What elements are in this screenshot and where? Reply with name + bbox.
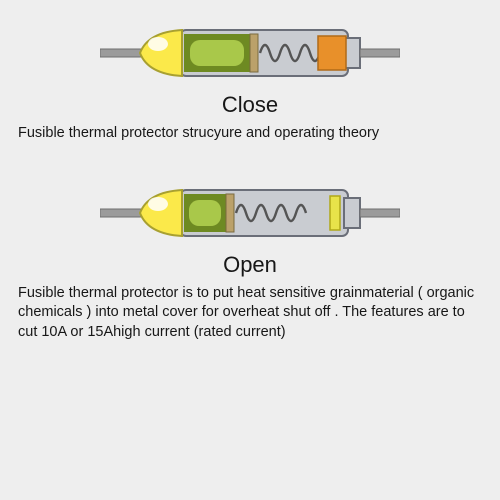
- open-desc: Fusible thermal protector is to put heat…: [10, 284, 490, 343]
- close-panel: Close Fusible thermal protector strucyur…: [10, 18, 490, 144]
- open-panel: Open Fusible thermal protector is to put…: [10, 178, 490, 343]
- open-diagram: [10, 178, 490, 248]
- close-title: Close: [222, 92, 278, 118]
- close-diagram: [10, 18, 490, 88]
- close-desc: Fusible thermal protector strucyure and …: [10, 124, 490, 144]
- open-title: Open: [223, 252, 277, 278]
- panel-spacer: [10, 144, 490, 178]
